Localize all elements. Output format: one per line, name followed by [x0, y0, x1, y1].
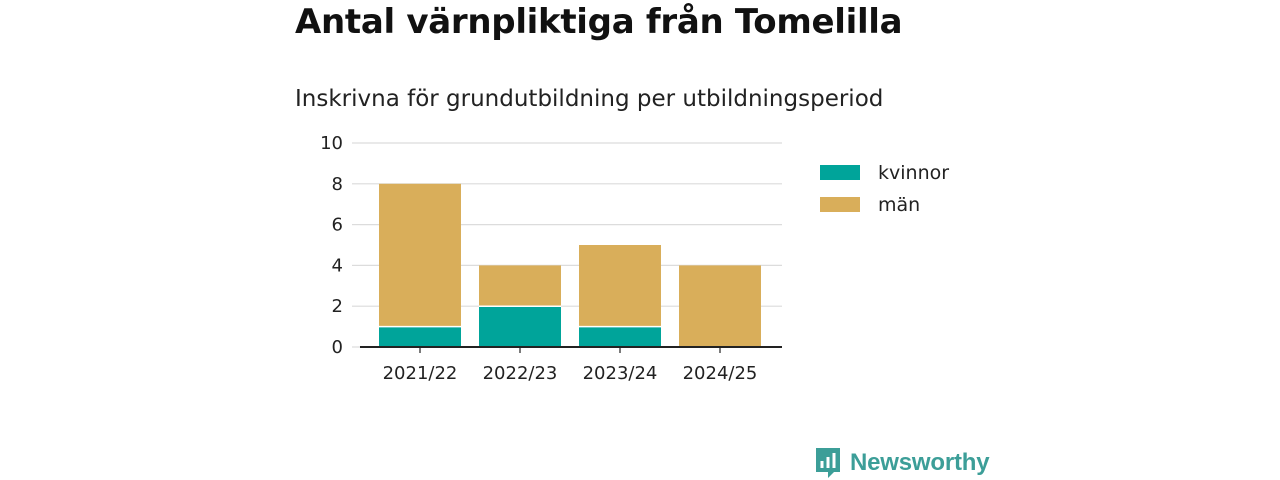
bar-segment-man — [579, 245, 661, 327]
y-tick-label: 2 — [332, 296, 343, 317]
x-axis-ticks: 2021/22 2022/23 2023/24 2024/25 — [383, 347, 758, 384]
brand-name: Newsworthy — [850, 449, 990, 476]
bar-segment-kvinnor — [579, 326, 661, 347]
legend: kvinnor män — [820, 162, 949, 216]
x-tick-label: 2023/24 — [583, 363, 658, 384]
bar-segment-man — [679, 265, 761, 347]
chart-title: Antal värnpliktiga från Tomelilla — [295, 2, 903, 42]
legend-swatch — [820, 165, 860, 180]
bar-segment-man — [379, 183, 461, 327]
bar-segment-kvinnor — [479, 306, 561, 347]
x-tick-label: 2022/23 — [483, 363, 558, 384]
y-tick-label: 4 — [332, 255, 343, 276]
newsworthy-logo: Newsworthy — [814, 446, 990, 480]
y-tick-label: 6 — [332, 215, 343, 236]
y-tick-label: 0 — [332, 337, 343, 358]
legend-swatch — [820, 197, 860, 212]
legend-label: kvinnor — [878, 162, 949, 184]
chart-subtitle: Inskrivna för grundutbildning per utbild… — [295, 86, 884, 112]
x-tick-label: 2021/22 — [383, 363, 458, 384]
stacked-bar-chart: 0 2 4 6 8 10 2021/22 2022/23 2023/24 2024/25 kvi… — [320, 133, 949, 384]
x-tick-label: 2024/25 — [683, 363, 758, 384]
y-axis-ticks: 0 2 4 6 8 10 — [320, 133, 343, 358]
y-tick-label: 10 — [320, 133, 343, 154]
bar-segment-kvinnor — [379, 326, 461, 347]
newsworthy-icon — [816, 448, 840, 478]
bars — [379, 183, 761, 347]
y-tick-label: 8 — [332, 174, 343, 195]
bar-segment-man — [479, 265, 561, 307]
legend-label: män — [878, 194, 920, 216]
